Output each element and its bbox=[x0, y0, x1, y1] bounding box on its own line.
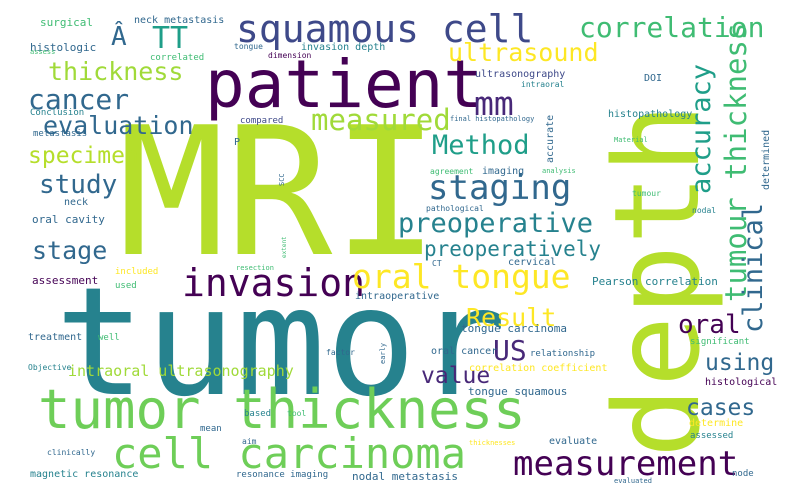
word-factor: factor bbox=[326, 348, 355, 357]
word-cervical: cervical bbox=[508, 257, 557, 268]
word-tongue-carcinoma: tongue carcinoma bbox=[461, 322, 567, 335]
word-tongue-squamous: tongue squamous bbox=[468, 385, 568, 398]
word-material: Material bbox=[614, 136, 648, 144]
word-objective: Objective bbox=[28, 363, 72, 372]
word-tumor: tumor bbox=[55, 256, 507, 430]
word-doi: DOI bbox=[644, 73, 663, 84]
word-mri: MRI bbox=[118, 89, 440, 296]
word-method: Method bbox=[432, 130, 530, 161]
word-tumour: tumour bbox=[632, 189, 661, 198]
word-imaging: imaging bbox=[482, 166, 525, 177]
word-scc: SCC bbox=[278, 173, 286, 186]
word-nodal-metastasis: nodal metastasis bbox=[352, 470, 458, 483]
word-accuracy: accuracy bbox=[686, 63, 717, 194]
word-pathological: pathological bbox=[426, 204, 484, 213]
word-ct: CT bbox=[432, 259, 442, 268]
word-measurement: measurement bbox=[513, 444, 739, 484]
word-nodal: nodal bbox=[692, 206, 717, 215]
word-pearson-correlation: Pearson correlation bbox=[592, 275, 718, 288]
word-cancer: cancer bbox=[28, 83, 130, 116]
word-oral-cancer: oral cancer bbox=[431, 346, 498, 357]
word-staging: staging bbox=[428, 168, 572, 208]
word-evaluated: evaluated bbox=[614, 477, 652, 485]
word-correlated: correlated bbox=[150, 53, 205, 63]
word-stage: stage bbox=[32, 236, 108, 265]
word-patient: patient bbox=[205, 46, 484, 123]
word-cases: cases bbox=[686, 395, 756, 421]
word-final-histopathology: final histopathology bbox=[450, 115, 535, 123]
word-a-circumflex: Â bbox=[111, 22, 127, 52]
word-agreement: agreement bbox=[430, 167, 474, 176]
word-neck: neck bbox=[64, 197, 89, 208]
word-evaluation: evaluation bbox=[43, 111, 194, 140]
word-result: Result bbox=[466, 303, 557, 332]
word-magnetic-resonance: magnetic resonance bbox=[30, 469, 139, 480]
word-included: included bbox=[115, 267, 159, 277]
word-used: used bbox=[115, 281, 137, 291]
word-extent: extent bbox=[281, 236, 288, 258]
word-aim: aim bbox=[242, 437, 257, 446]
word-thickness: thickness bbox=[48, 57, 184, 86]
word-mm: mm bbox=[474, 84, 514, 123]
word-assess: assess bbox=[30, 48, 56, 56]
word-dimension: dimension bbox=[268, 51, 312, 60]
word-preoperatively: preoperatively bbox=[424, 237, 602, 261]
word-node: node bbox=[732, 469, 754, 479]
word-significant: significant bbox=[690, 337, 750, 347]
word-determine: determine bbox=[689, 418, 744, 429]
word-intraoral-ultrasonography: intraoral ultrasonography bbox=[68, 362, 294, 380]
word-neck-metastasis: neck metastasis bbox=[134, 15, 225, 26]
word-resection: resection bbox=[236, 264, 274, 272]
word-histologic: histologic bbox=[30, 41, 97, 54]
word-p: P bbox=[234, 137, 241, 148]
word-oral-cavity: oral cavity bbox=[32, 213, 105, 226]
word-evaluate: evaluate bbox=[549, 436, 598, 447]
word-clinical: clinical bbox=[738, 202, 769, 333]
word-squamous-cell: squamous cell bbox=[236, 7, 534, 51]
word-histopathology: histopathology bbox=[608, 109, 693, 120]
word-us: US bbox=[493, 334, 527, 367]
word-specimen: specimen bbox=[28, 143, 139, 169]
word-oral: oral bbox=[678, 310, 741, 340]
word-ultrasonography: ultrasonography bbox=[475, 69, 566, 80]
word-study: study bbox=[39, 170, 118, 200]
word-tumor-thickness: tumor thickness bbox=[38, 378, 526, 441]
word-correlation: correlation bbox=[579, 11, 765, 44]
word-tool: tool bbox=[287, 409, 307, 418]
word-clinically: clinically bbox=[47, 448, 96, 457]
word-ultrasound: ultrasound bbox=[448, 38, 599, 67]
word-using: using bbox=[705, 350, 775, 376]
word-analysis: analysis bbox=[542, 167, 576, 175]
word-relationship: relationship bbox=[530, 349, 596, 359]
word-value: value bbox=[421, 363, 491, 389]
word-invasion: invasion bbox=[182, 261, 366, 305]
word-intraoral: intraoral bbox=[521, 80, 565, 89]
word-based: based bbox=[244, 409, 272, 419]
word-assessment: assessment bbox=[32, 274, 99, 287]
word-cell-carcinoma: cell carcinoma bbox=[112, 429, 467, 478]
word-assessed: assessed bbox=[690, 431, 734, 441]
word-accurate: accurate bbox=[545, 114, 556, 163]
word-mean: mean bbox=[200, 424, 222, 434]
word-metastasis: metastasis bbox=[33, 129, 88, 139]
word-tongue: tongue bbox=[234, 42, 263, 51]
word-thicknesses: thicknesses bbox=[469, 439, 516, 447]
word-oral-tongue: oral tongue bbox=[352, 257, 571, 296]
word-preoperative: preoperative bbox=[398, 208, 594, 239]
word-resonance-imaging: resonance imaging bbox=[236, 470, 329, 480]
word-treatment: treatment bbox=[28, 332, 83, 343]
word-intraoperative: intraoperative bbox=[355, 291, 440, 302]
word-compared: compared bbox=[240, 116, 284, 126]
word-correlation-coefficient: correlation coefficient bbox=[469, 363, 608, 374]
word-conclusion: Conclusion bbox=[30, 108, 85, 118]
word-tt: TT bbox=[152, 21, 189, 56]
word-histological: histological bbox=[705, 377, 778, 388]
word-early: early bbox=[379, 342, 387, 364]
word-determined: determined bbox=[761, 129, 772, 190]
word-well: well bbox=[98, 333, 120, 343]
word-surgical: surgical bbox=[40, 16, 93, 29]
word-invasion-depth: invasion depth bbox=[301, 42, 386, 53]
word-measured: measured bbox=[311, 103, 451, 137]
